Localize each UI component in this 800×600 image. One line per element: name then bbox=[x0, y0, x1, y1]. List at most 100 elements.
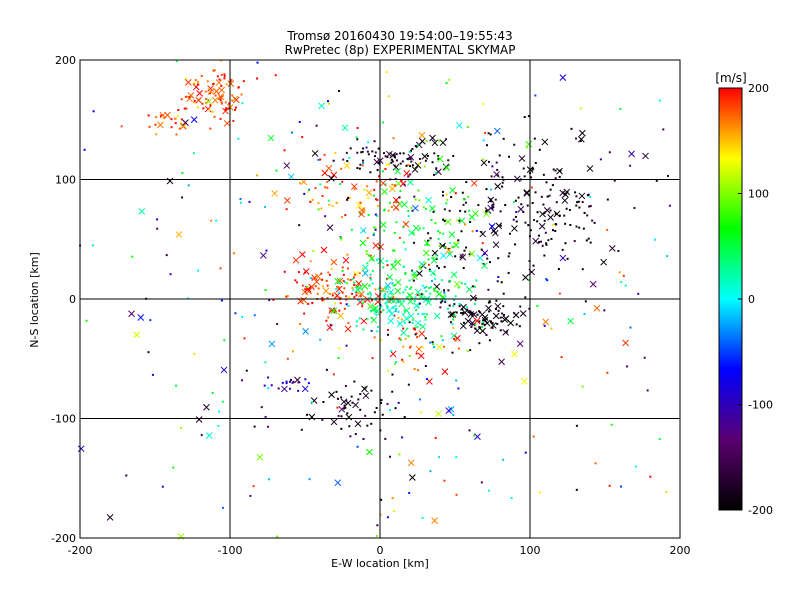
data-point-cross bbox=[492, 241, 500, 249]
data-point-dot bbox=[196, 83, 199, 86]
data-point-cross bbox=[448, 231, 456, 238]
data-point-dot bbox=[434, 222, 437, 225]
data-point-dot bbox=[453, 298, 456, 301]
data-point-cross bbox=[542, 318, 550, 326]
data-point-dot bbox=[290, 131, 293, 134]
data-point-dot bbox=[387, 333, 390, 336]
data-point-dot bbox=[377, 287, 380, 290]
data-point-dot bbox=[374, 288, 377, 291]
data-point-dot bbox=[497, 275, 500, 278]
data-point-cross bbox=[195, 96, 202, 104]
data-point-cross bbox=[429, 269, 437, 277]
data-point-dot bbox=[216, 75, 219, 78]
data-point-dot bbox=[542, 173, 545, 176]
data-point-dot bbox=[233, 252, 236, 255]
data-point-dot bbox=[573, 240, 576, 243]
data-point-cross bbox=[473, 317, 481, 325]
data-point-cross bbox=[460, 303, 467, 311]
data-point-dot bbox=[388, 163, 391, 166]
data-point-dot bbox=[585, 239, 588, 242]
data-point-cross bbox=[487, 204, 495, 212]
data-point-dot bbox=[502, 305, 505, 308]
data-point-dot bbox=[283, 149, 286, 152]
data-point-dot bbox=[543, 254, 546, 257]
data-point-dot bbox=[319, 158, 322, 161]
data-point-dot bbox=[443, 265, 446, 268]
data-point-dot bbox=[336, 406, 339, 409]
data-point-cross bbox=[203, 403, 210, 411]
colorbar-label: [m/s] bbox=[715, 71, 746, 85]
data-point-dot bbox=[393, 156, 396, 159]
data-point-dot bbox=[209, 127, 212, 130]
data-point-cross bbox=[356, 284, 364, 292]
data-point-dot bbox=[239, 197, 242, 200]
data-point-dot bbox=[416, 369, 419, 372]
x-tick-label: 0 bbox=[377, 544, 384, 557]
data-point-cross bbox=[473, 327, 481, 335]
data-point-dot bbox=[148, 125, 151, 128]
data-point-dot bbox=[386, 290, 389, 293]
data-point-dot bbox=[370, 254, 373, 257]
data-point-cross bbox=[563, 188, 571, 196]
data-point-dot bbox=[417, 189, 420, 192]
data-point-dot bbox=[341, 216, 344, 219]
data-point-dot bbox=[125, 474, 128, 477]
data-point-dot bbox=[383, 295, 386, 298]
data-point-dot bbox=[480, 248, 483, 251]
data-point-dot bbox=[409, 346, 412, 349]
data-point-cross bbox=[328, 391, 335, 399]
data-point-dot bbox=[471, 323, 474, 326]
data-point-dot bbox=[270, 384, 273, 387]
data-point-dot bbox=[340, 415, 343, 418]
data-point-dot bbox=[538, 234, 541, 237]
data-point-dot bbox=[532, 219, 535, 222]
data-point-dot bbox=[478, 310, 481, 313]
data-point-dot bbox=[461, 308, 464, 311]
data-point-dot bbox=[340, 427, 343, 430]
data-point-dot bbox=[339, 183, 342, 186]
data-point-dot bbox=[383, 208, 386, 211]
data-point-dot bbox=[490, 320, 493, 323]
data-point-dot bbox=[418, 227, 421, 230]
data-point-dot bbox=[227, 107, 230, 110]
data-point-dot bbox=[397, 310, 400, 313]
data-point-dot bbox=[415, 309, 418, 312]
data-point-dot bbox=[165, 254, 168, 257]
data-point-cross bbox=[400, 329, 407, 337]
data-point-dot bbox=[608, 151, 611, 154]
data-point-dot bbox=[492, 203, 495, 206]
data-point-dot bbox=[366, 293, 369, 296]
data-point-dot bbox=[388, 409, 391, 412]
data-point-dot bbox=[448, 209, 451, 212]
data-point-dot bbox=[527, 224, 530, 227]
data-point-dot bbox=[388, 301, 391, 304]
data-point-dot bbox=[575, 195, 578, 198]
data-point-dot bbox=[335, 201, 338, 204]
data-point-cross bbox=[425, 299, 432, 306]
data-point-cross bbox=[365, 189, 373, 197]
data-point-dot bbox=[234, 312, 237, 315]
data-point-dot bbox=[398, 236, 401, 239]
data-point-dot bbox=[532, 435, 535, 438]
data-point-dot bbox=[384, 293, 387, 296]
data-point-dot bbox=[321, 418, 324, 421]
data-point-cross bbox=[532, 237, 539, 245]
data-point-dot bbox=[386, 516, 389, 519]
data-point-cross bbox=[628, 150, 635, 158]
data-point-dot bbox=[373, 188, 376, 191]
data-point-dot bbox=[445, 193, 448, 196]
data-point-dot bbox=[502, 137, 505, 140]
data-point-dot bbox=[457, 239, 460, 242]
data-point-dot bbox=[315, 124, 318, 127]
data-point-cross bbox=[412, 224, 420, 232]
data-point-dot bbox=[515, 323, 518, 326]
data-point-dot bbox=[531, 201, 534, 204]
data-point-cross bbox=[468, 319, 476, 327]
data-point-cross bbox=[414, 288, 422, 296]
data-point-dot bbox=[256, 174, 259, 177]
data-point-dot bbox=[390, 206, 393, 209]
data-point-dot bbox=[527, 115, 530, 118]
data-point-dot bbox=[409, 149, 412, 152]
data-point-dot bbox=[201, 102, 204, 105]
data-point-dot bbox=[420, 411, 423, 414]
